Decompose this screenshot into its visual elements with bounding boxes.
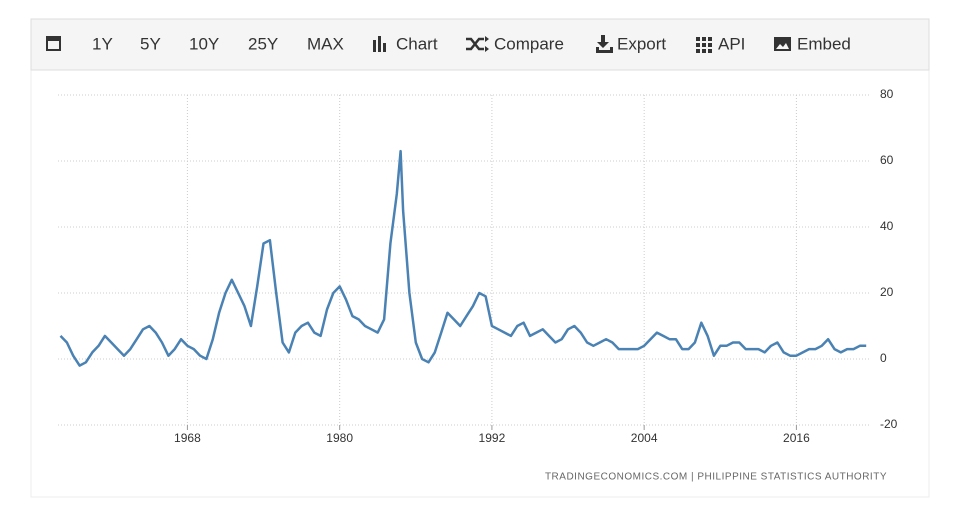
export-icon: [596, 35, 613, 53]
button-10y[interactable]: 10Y: [189, 34, 219, 53]
y-tick-label: 60: [880, 153, 894, 167]
button-25y[interactable]: 25Y: [248, 34, 278, 53]
y-tick-label: -20: [880, 417, 898, 431]
compare-icon-arrows: [485, 36, 489, 52]
source: TRADINGECONOMICS.COM | PHILIPPINE STATIS…: [545, 472, 887, 483]
embed-icon-picture: [776, 43, 789, 49]
button-export[interactable]: Export: [617, 34, 666, 53]
chart-icon: [378, 36, 381, 52]
plot: -20 0 20 40 60 80 1968 1980 1992 2004 2016: [58, 87, 898, 445]
y-tick-label: 20: [880, 285, 894, 299]
x-tick-label: 1980: [326, 431, 353, 445]
toolbar: [30, 18, 930, 71]
x-tick-label: 2004: [631, 431, 658, 445]
x-tick-label: 1992: [479, 431, 506, 445]
button-embed[interactable]: Embed: [797, 34, 851, 53]
y-tick-label: 0: [880, 351, 887, 365]
chart-icon: [383, 43, 386, 52]
calendar-icon-inner: [48, 41, 59, 49]
chart-icon: [373, 40, 376, 52]
chart-frame: [30, 69, 930, 498]
button-compare[interactable]: Compare: [494, 34, 564, 53]
api-icon: [696, 37, 712, 53]
button-max[interactable]: MAX: [307, 34, 344, 53]
toolbar-icons: [46, 35, 791, 53]
y-tick-label: 40: [880, 219, 894, 233]
compare-icon: [466, 37, 484, 51]
y-tick-label: 80: [880, 87, 894, 101]
button-1y[interactable]: 1Y: [92, 34, 113, 53]
button-5y[interactable]: 5Y: [140, 34, 161, 53]
button-api[interactable]: API: [718, 34, 745, 53]
x-tick-label: 1968: [174, 431, 201, 445]
button-chart[interactable]: Chart: [396, 34, 438, 53]
data-line: [59, 149, 867, 367]
x-tick-label: 2016: [783, 431, 810, 445]
